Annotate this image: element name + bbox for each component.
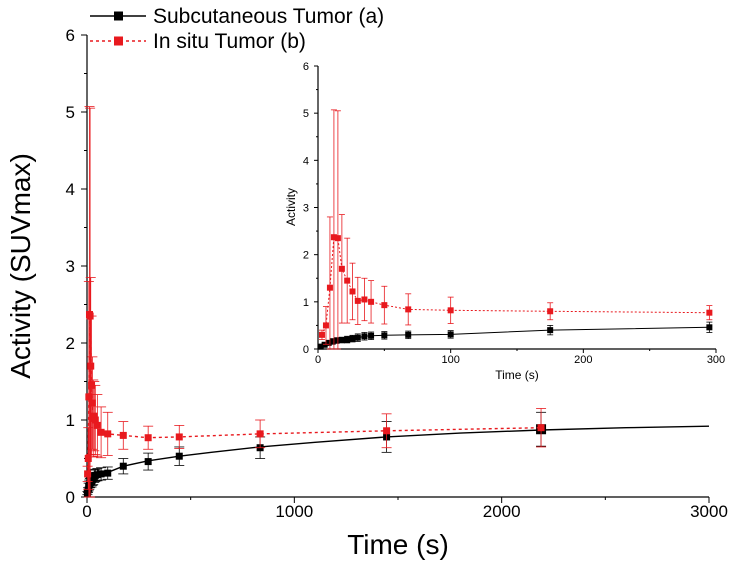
main-series-in-situ-point [85,393,93,401]
inset-y-tick-label: 2 [303,250,309,262]
main-x-tick-label: 0 [82,502,91,521]
legend-marker-in-situ [114,36,123,46]
inset-y-axis-title: Activity [284,188,298,226]
inset-series-subcutaneous-point [329,338,336,345]
inset-series-in-situ-point [334,235,341,242]
main-series-in-situ-point [90,412,98,420]
inset-series-subcutaneous-point [447,331,454,338]
inset-series-subcutaneous-point [325,339,332,346]
inset-series-in-situ-point [405,306,412,313]
inset-x-tick-label: 100 [441,354,459,366]
main-series-in-situ-point [383,427,391,435]
inset-y-tick-label: 4 [303,155,309,167]
inset-y-tick-label: 6 [303,61,309,73]
inset-series-in-situ-point [354,297,361,304]
inset-series-in-situ-point [706,309,713,316]
inset-series-in-situ-point [368,298,375,305]
main-x-axis-title: Time (s) [347,529,449,560]
main-series-subcutaneous-point [104,469,112,477]
main-series-in-situ-point [91,416,99,424]
inset-series-subcutaneous [317,321,713,350]
main-y-tick-label: 6 [66,26,75,45]
main-series-in-situ-point [256,430,264,438]
main-series-subcutaneous-point [175,452,183,460]
main-series-in-situ-point [84,470,92,478]
main-series-in-situ-point [104,430,112,438]
legend: Subcutaneous Tumor (a)In situ Tumor (b) [90,5,384,53]
main-y-tick-label: 4 [66,180,75,199]
inset-series-in-situ-point [330,234,337,241]
main-series-in-situ-point [87,362,95,370]
inset-x-tick-label: 200 [574,354,592,366]
inset-series-subcutaneous-point [381,332,388,339]
inset-series-subcutaneous-point [405,331,412,338]
main-series-subcutaneous-point [97,470,105,478]
main-y-tick-label: 0 [66,488,75,507]
legend-label-in-situ: In situ Tumor (b) [153,30,306,53]
inset-series-subcutaneous-point [349,335,356,342]
inset-series-subcutaneous-point [333,337,340,344]
inset-y-tick-label: 1 [303,297,309,309]
inset-series-in-situ-line [321,236,710,336]
inset-series-in-situ-point [349,288,356,295]
inset-series-subcutaneous-point [361,333,368,340]
main-y-tick-label: 3 [66,257,75,276]
inset-series-in-situ-point [326,284,333,291]
main-y-axis-title: Activity (SUVmax) [5,153,36,379]
main-series-in-situ [82,106,547,498]
main-series-in-situ-point [144,434,152,442]
main-series-in-situ-point [537,424,545,432]
inset-series-subcutaneous-point [368,332,375,339]
inset-x-axis-title: Time (s) [495,368,539,382]
inset-series-in-situ-point [547,308,554,315]
main-y-tick-label: 5 [66,103,75,122]
main-series-subcutaneous-point [144,458,152,466]
inset-y-tick-label: 3 [303,203,309,215]
main-series-in-situ-line [86,314,542,474]
inset-series-in-situ [318,109,713,350]
inset-series-in-situ-point [344,277,351,284]
inset-x-tick-label: 300 [707,354,725,366]
inset-series-subcutaneous-point [706,324,713,331]
inset-series-in-situ-point [361,296,368,303]
inset-series-in-situ-point [447,307,454,314]
inset-series-in-situ-point [381,302,388,309]
main-series-in-situ-point [88,381,96,389]
inset-x-tick-label: 0 [315,354,321,366]
main-series-in-situ-point [86,312,94,320]
inset-series-subcutaneous-point [354,334,361,341]
main-series-in-situ-point [93,421,101,429]
legend-marker-subcutaneous [114,11,123,21]
inset-series-in-situ-point [318,331,325,338]
inset-series-subcutaneous-point [547,327,554,334]
main-y-tick-label: 2 [66,334,75,353]
main-series-subcutaneous-point [119,462,127,470]
inset-series-subcutaneous-line [320,326,710,348]
main-x-tick-label: 2000 [483,502,521,521]
inset-series-in-situ-point [322,322,329,329]
inset-series-in-situ-point [338,265,345,272]
inset-series-subcutaneous-point [321,341,328,348]
main-series-in-situ-point [175,433,183,441]
inset-y-tick-label: 0 [303,344,309,356]
inset-series-subcutaneous-point [338,337,345,344]
main-series-in-situ-point [119,431,127,439]
inset-y-tick-label: 5 [303,108,309,120]
legend-label-subcutaneous: Subcutaneous Tumor (a) [153,5,384,28]
inset-series-subcutaneous-point [344,336,351,343]
main-x-tick-label: 1000 [275,502,313,521]
main-series-subcutaneous-point [93,471,101,479]
main-series-in-situ-point [84,455,92,462]
main-y-tick-label: 1 [66,411,75,430]
inset-series-subcutaneous-point [317,343,324,350]
main-series-in-situ-point [88,399,96,407]
main-series-in-situ-point [97,428,105,436]
inset-chart: 0 100 200 300 0 1 2 3 4 5 6 Time (s) Activity [284,61,725,382]
main-x-tick-label: 3000 [690,502,728,521]
